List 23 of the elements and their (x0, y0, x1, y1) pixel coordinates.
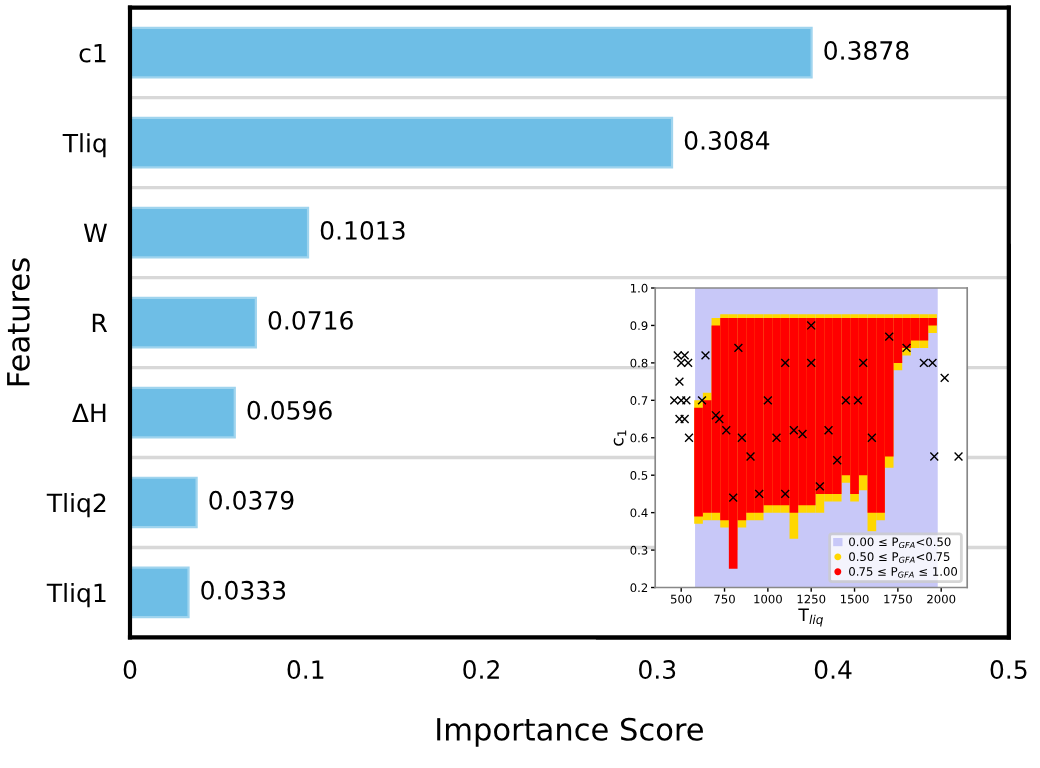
y-tick-label: ΔH (72, 403, 106, 423)
data-label: 0.0333 (201, 580, 286, 600)
data-label: 0.0596 (247, 400, 332, 420)
x-tick-label: 0 (123, 660, 137, 680)
data-label: 0.1013 (320, 220, 405, 240)
y-axis-title: Features (7, 258, 30, 386)
x-tick-label: 0.4 (814, 660, 852, 680)
x-axis-title: T$_{liq}$ (798, 608, 823, 627)
x-tick-label: 0.1 (287, 660, 324, 680)
x-tick-label: 0.2 (463, 660, 499, 680)
y-tick-label: c1 (79, 43, 106, 63)
y-tick-label: Tliq2 (46, 492, 106, 518)
data-label: 0.3084 (684, 130, 770, 150)
y-tick-label: Tliq (62, 133, 106, 158)
x-axis-title: Importance Score (437, 717, 703, 747)
y-tick-label: R (92, 313, 108, 333)
y-tick-label: W (83, 223, 107, 243)
y-axis-title: c$_{1}$ (613, 430, 627, 446)
y-tick-label: Tliq1 (46, 582, 106, 608)
x-tick-label: 0.5 (990, 660, 1027, 680)
data-label: 0.0716 (268, 310, 353, 330)
data-label: 0.3878 (824, 41, 909, 60)
data-label: 0.0379 (209, 490, 294, 510)
